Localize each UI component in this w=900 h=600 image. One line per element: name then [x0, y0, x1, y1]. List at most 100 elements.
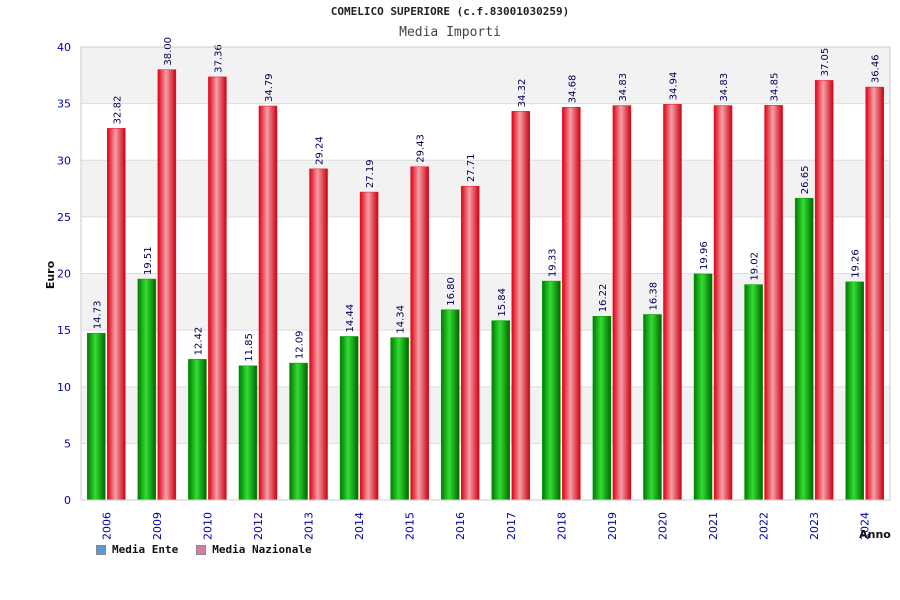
y-tick-label: 20: [57, 268, 71, 281]
chart-title: COMELICO SUPERIORE (c.f.83001030259): [330, 5, 570, 18]
data-label: 34.83: [618, 73, 629, 102]
legend-label-ente: Media Ente: [112, 543, 179, 556]
x-tick-label: 2016: [454, 512, 467, 540]
x-tick-label: 2012: [252, 512, 265, 540]
chart-subtitle: Media Importi: [399, 25, 501, 40]
bar-ente: [542, 280, 561, 501]
bar-ente: [693, 273, 713, 501]
x-axis-label: Anno: [859, 528, 891, 541]
data-label: 19.02: [750, 252, 761, 281]
data-label: 14.34: [396, 305, 407, 334]
legend-item-ente: Media Ente: [96, 543, 178, 556]
bar-ente: [794, 197, 814, 501]
data-label: 34.68: [567, 75, 578, 104]
bar-nazionale: [107, 128, 126, 501]
data-label: 19.26: [851, 249, 862, 278]
x-tick-label: 2022: [758, 512, 771, 540]
data-label: 34.85: [770, 73, 781, 102]
data-label: 29.24: [315, 136, 326, 165]
x-tick-label: 2023: [808, 512, 821, 540]
data-label: 37.05: [820, 48, 831, 77]
data-label: 27.19: [365, 159, 376, 188]
y-tick-label: 35: [57, 98, 71, 111]
data-label: 14.73: [92, 301, 103, 330]
y-tick-label: 25: [57, 211, 71, 224]
x-tick-label: 2018: [555, 512, 568, 540]
y-tick-label: 30: [57, 154, 71, 167]
bar-nazionale: [713, 105, 733, 501]
x-tick-label: 2015: [404, 512, 417, 540]
data-label: 16.38: [648, 282, 659, 311]
bar-nazionale: [208, 76, 227, 501]
x-tick-label: 2006: [100, 512, 113, 540]
bar-nazionale: [258, 105, 278, 501]
data-label: 34.94: [668, 72, 679, 101]
bar-ente: [188, 359, 207, 501]
data-label: 38.00: [163, 37, 174, 66]
data-label: 16.22: [598, 284, 609, 313]
bar-nazionale: [562, 106, 581, 501]
x-tick-label: 2014: [353, 512, 366, 540]
bar-ente: [592, 316, 612, 501]
x-tick-label: 2021: [707, 512, 720, 540]
y-tick-label: 10: [57, 381, 71, 394]
data-label: 34.32: [517, 79, 528, 108]
data-label: 15.84: [497, 288, 508, 317]
bar-nazionale: [309, 168, 328, 501]
bar-nazionale: [157, 69, 177, 501]
bar-ente: [339, 336, 359, 501]
bar-ente: [845, 281, 864, 501]
legend-item-nazionale: Media Nazionale: [196, 543, 312, 556]
y-tick-label: 5: [64, 437, 71, 450]
x-tick-label: 2019: [606, 512, 619, 540]
data-label: 34.79: [264, 73, 275, 102]
bar-ente: [137, 278, 157, 501]
bar-nazionale: [814, 80, 834, 501]
x-tick-label: 2024: [859, 512, 872, 540]
bar-nazionale: [410, 166, 429, 501]
data-label: 32.82: [112, 96, 123, 125]
bar-nazionale: [460, 185, 480, 501]
data-label: 16.80: [446, 277, 457, 306]
data-label: 36.46: [871, 54, 882, 83]
legend-swatch-ente: [96, 544, 106, 555]
x-tick-label: 2020: [656, 512, 669, 540]
data-label: 34.83: [719, 73, 730, 102]
data-label: 14.44: [345, 304, 356, 333]
data-label: 19.51: [143, 246, 154, 275]
legend-swatch-nazionale: [196, 544, 207, 555]
data-label: 12.09: [295, 330, 306, 359]
y-tick-label: 0: [64, 494, 71, 507]
data-label: 26.65: [800, 166, 811, 195]
data-label: 19.33: [547, 248, 558, 277]
y-tick-label: 40: [57, 41, 71, 54]
y-axis-label: Euro: [44, 260, 57, 289]
bar-ente: [643, 314, 662, 501]
legend-label-nazionale: Media Nazionale: [212, 543, 312, 556]
bar-ente: [744, 284, 763, 501]
bar-ente: [87, 332, 106, 501]
bar-nazionale: [612, 105, 632, 501]
x-tick-label: 2010: [201, 512, 214, 540]
x-tick-label: 2009: [151, 512, 164, 540]
x-tick-label: 2013: [303, 512, 316, 540]
data-label: 29.43: [416, 134, 427, 163]
data-label: 12.42: [193, 327, 204, 356]
data-label: 19.96: [699, 241, 710, 270]
legend: Media Ente Media Nazionale: [96, 543, 312, 556]
bar-ente: [440, 309, 460, 501]
bar-ente: [390, 337, 409, 501]
data-label: 37.36: [213, 44, 224, 73]
bar-ente: [289, 362, 308, 501]
data-label: 11.85: [244, 333, 255, 362]
bar-nazionale: [663, 104, 682, 501]
bar-nazionale: [359, 191, 379, 501]
bar-nazionale: [511, 111, 531, 501]
plot-frame: [80, 46, 891, 501]
y-tick-label: 15: [57, 324, 71, 337]
x-tick-label: 2017: [505, 512, 518, 540]
bar-nazionale: [865, 86, 884, 501]
bar-nazionale: [764, 105, 783, 501]
